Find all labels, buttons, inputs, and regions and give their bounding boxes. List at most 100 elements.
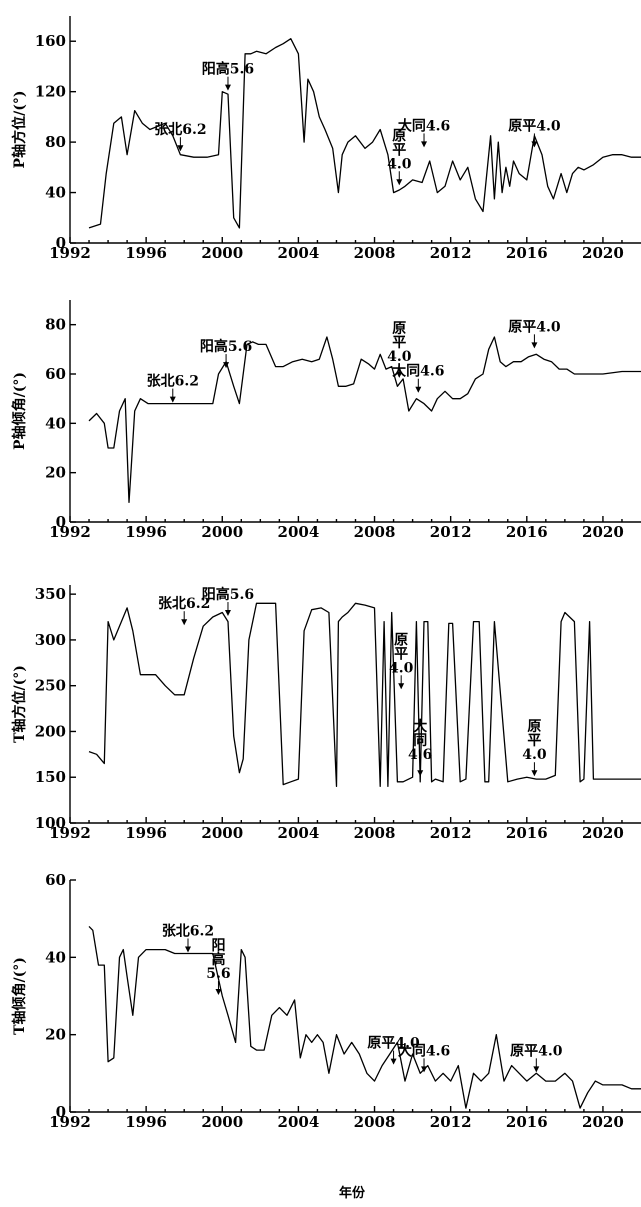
annotation: 原平4.0 [508, 319, 561, 349]
x-tick-label: 2000 [201, 244, 243, 262]
annotation-arrowhead [533, 1066, 540, 1073]
annotation-arrowhead [181, 619, 188, 626]
y-tick-label: 20 [45, 1026, 66, 1044]
x-tick-label: 2016 [506, 1113, 548, 1131]
x-tick-label: 2012 [430, 824, 472, 842]
y-tick-label: 250 [35, 677, 66, 695]
series-line [88, 38, 641, 229]
annotation: 阳高5.6 [200, 338, 252, 369]
x-tick-label: 2008 [354, 244, 396, 262]
annotation: 张北6.2 [158, 596, 210, 626]
y-tick-label: 0 [56, 1103, 66, 1121]
annotation: 原平4.0 [522, 719, 547, 777]
annotation-label: 5.6 [206, 966, 230, 982]
annotation-label: 阳高5.6 [202, 61, 254, 78]
y-tick-label: 100 [35, 814, 66, 832]
annotation-arrowhead [390, 1058, 397, 1065]
x-tick-label: 2004 [278, 523, 320, 541]
annotation: 原平4.0 [367, 1036, 420, 1065]
annotation-arrowhead [398, 683, 405, 690]
series-line [88, 336, 641, 503]
annotation-arrowhead [169, 396, 176, 403]
x-tick-label: 1996 [125, 244, 167, 262]
y-tick-label: 150 [35, 768, 66, 786]
annotation-arrowhead [421, 1066, 428, 1073]
x-tick-label: 1992 [49, 824, 91, 842]
annotation-arrowhead [531, 770, 538, 777]
x-tick-label: 2012 [430, 244, 472, 262]
annotation: 阳高5.6 [202, 586, 254, 617]
x-tick-label: 2004 [278, 244, 320, 262]
chart-panel-3: 100 150 200 250 300 350 1992 1996 2000 2004 2008 20… [11, 585, 641, 842]
annotation-label: 原平4.0 [367, 1036, 420, 1052]
y-tick-label: 0 [56, 513, 66, 531]
annotation: 原平4.0 [387, 321, 412, 378]
annotation-arrowhead [531, 342, 538, 349]
annotation: 张北6.2 [162, 923, 214, 953]
x-tick-label: 1996 [125, 523, 167, 541]
x-tick-label: 2004 [278, 824, 320, 842]
annotation-label: 阳高5.6 [202, 586, 254, 603]
y-tick-label: 200 [35, 722, 66, 740]
x-tick-label: 2000 [201, 824, 243, 842]
annotation-label: 原 [527, 719, 541, 735]
annotation: 原平4.0 [510, 1043, 563, 1073]
annotation: 张北6.2 [147, 374, 199, 403]
chart-panel-2: 0 20 40 60 80 1992 1996 2000 2004 2008 2012 2016 202… [11, 300, 641, 541]
annotation: 阳高5.6 [202, 61, 254, 91]
x-tick-label: 1992 [49, 244, 91, 262]
annotation: 原平4.0 [387, 128, 412, 186]
annotation-label: 4.0 [387, 156, 412, 172]
x-tick-label: 2012 [430, 523, 472, 541]
y-axis-title: T轴倾角/(°) [11, 957, 28, 1035]
annotation: 大同4.6 [408, 718, 432, 777]
annotation: 大同4.6 [392, 363, 444, 393]
y-tick-label: 60 [45, 365, 66, 383]
annotation-arrowhead [396, 179, 403, 186]
annotation-label: 张北6.2 [154, 122, 206, 138]
annotation-label: 张北6.2 [158, 596, 210, 612]
series-line [88, 925, 641, 1109]
annotation-arrowhead [185, 946, 192, 953]
x-tick-label: 2016 [506, 523, 548, 541]
series-line [88, 602, 641, 788]
y-tick-label: 0 [56, 234, 66, 252]
y-tick-label: 300 [35, 631, 66, 649]
annotation-arrowhead [224, 610, 231, 617]
x-tick-label: 2008 [354, 824, 396, 842]
y-tick-label: 350 [35, 585, 66, 603]
chart-panel-1: 0 40 80 120 160 1992 1996 2000 2004 2008 2012 2016 2… [11, 16, 641, 262]
x-tick-label: 2004 [278, 1113, 320, 1131]
y-tick-label: 160 [35, 32, 66, 50]
annotation-label: 原 [394, 632, 408, 648]
annotation-label: 平 [392, 335, 406, 351]
x-tick-label: 2016 [506, 824, 548, 842]
y-tick-label: 80 [45, 133, 66, 151]
x-tick-label: 2000 [201, 523, 243, 541]
annotation-label: 原平4.0 [508, 319, 561, 335]
annotation-label: 大同4.6 [398, 117, 450, 134]
x-tick-label: 1996 [125, 824, 167, 842]
x-tick-label: 2020 [582, 824, 624, 842]
y-tick-label: 80 [45, 316, 66, 334]
x-tick-label: 2020 [582, 523, 624, 541]
x-axis-title: 年份 [339, 1185, 366, 1201]
annotation: 原平4.0 [389, 632, 414, 690]
x-tick-label: 1996 [125, 1113, 167, 1131]
x-tick-label: 1992 [49, 523, 91, 541]
annotation-arrowhead [421, 141, 428, 148]
x-tick-label: 2016 [506, 244, 548, 262]
y-tick-label: 40 [45, 184, 66, 202]
annotation-arrowhead [224, 84, 231, 91]
x-tick-label: 2020 [582, 244, 624, 262]
x-tick-label: 2012 [430, 1113, 472, 1131]
x-tick-label: 1992 [49, 1113, 91, 1131]
annotation-arrowhead [531, 141, 538, 148]
annotation-label: 4.6 [408, 747, 432, 763]
y-tick-label: 60 [45, 871, 66, 889]
annotation-arrowhead [415, 386, 422, 393]
annotation-label: 大同4.6 [398, 1042, 450, 1059]
annotation: 阳高5.6 [206, 938, 231, 995]
y-axis-title: P轴方位/(°) [11, 91, 28, 169]
annotation-arrowhead [417, 770, 424, 777]
